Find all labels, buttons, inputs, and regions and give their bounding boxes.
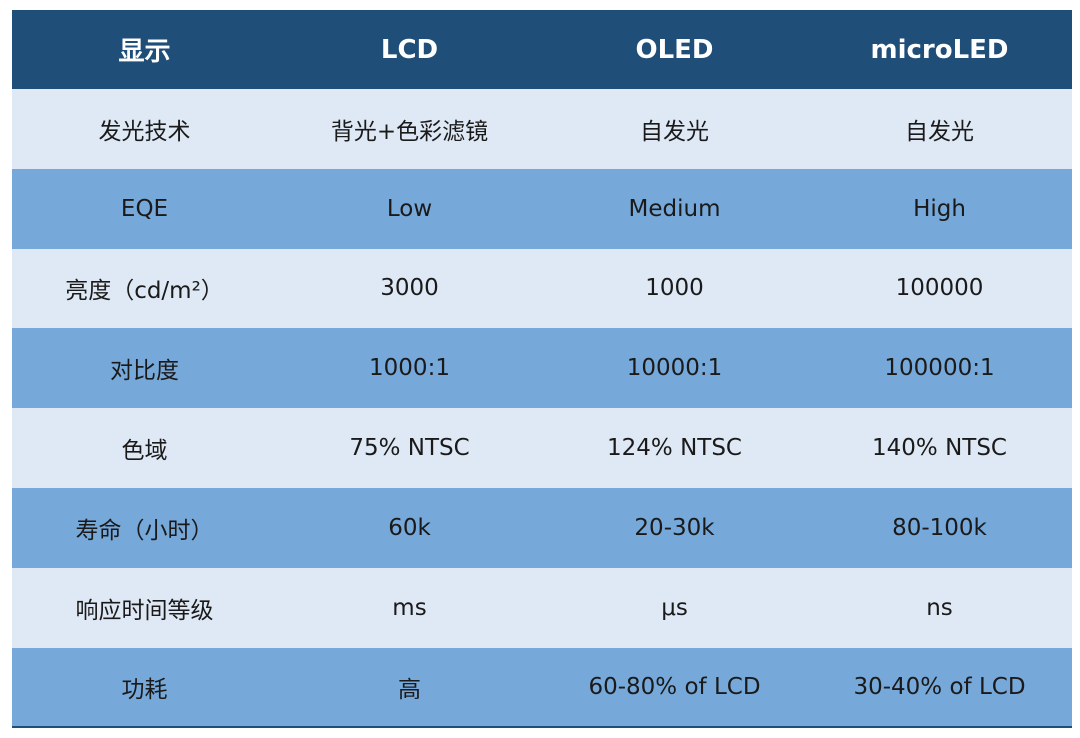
cell-oled: 自发光 (640, 118, 709, 145)
cell-microled: 140% NTSC (872, 435, 1007, 462)
cell-microled: 80-100k (892, 514, 987, 541)
cell-microled: 100000:1 (884, 355, 995, 382)
table-row: 亮度（cd/m²） 3000 1000 100000 (12, 248, 1072, 329)
table-row: 响应时间等级 ms μs ns (12, 567, 1072, 648)
cell-oled: 60-80% of LCD (588, 673, 761, 700)
comparison-table-container: 显示 LCD OLED microLED 发光技术 背光+色彩滤镜 自发光 自发… (12, 10, 1072, 728)
row-label: 亮度（cd/m²） (65, 278, 224, 305)
row-label: 发光技术 (98, 118, 191, 145)
cell-oled: 20-30k (634, 514, 715, 541)
cell-microled: 自发光 (905, 118, 974, 145)
cell-microled: 30-40% of LCD (853, 673, 1026, 700)
row-label: 色域 (121, 438, 168, 465)
cell-lcd: 75% NTSC (349, 435, 470, 462)
header-row: 显示 LCD OLED microLED (12, 10, 1072, 89)
header-display: 显示 (118, 37, 171, 67)
row-label: 对比度 (110, 358, 179, 385)
table-row: 发光技术 背光+色彩滤镜 自发光 自发光 (12, 89, 1072, 169)
row-label: 功耗 (121, 676, 168, 703)
cell-oled: 10000:1 (626, 355, 723, 382)
table-body: 发光技术 背光+色彩滤镜 自发光 自发光 EQE Low Medium High… (12, 89, 1072, 728)
cell-lcd: Low (386, 195, 433, 222)
cell-oled: Medium (628, 195, 721, 222)
cell-lcd: 背光+色彩滤镜 (330, 118, 489, 145)
row-label: EQE (120, 195, 169, 222)
table-row: EQE Low Medium High (12, 168, 1072, 249)
cell-lcd: 3000 (380, 275, 439, 302)
header-microled: microLED (870, 34, 1009, 65)
cell-oled: μs (661, 594, 688, 621)
header-lcd: LCD (380, 34, 439, 65)
table-header: 显示 LCD OLED microLED (12, 10, 1072, 89)
header-oled: OLED (635, 34, 714, 65)
row-label: 寿命（小时） (75, 517, 214, 544)
cell-microled: 100000 (895, 275, 984, 302)
table-row: 色域 75% NTSC 124% NTSC 140% NTSC (12, 408, 1072, 488)
table-row: 功耗 高 60-80% of LCD 30-40% of LCD (12, 647, 1072, 728)
cell-lcd: ms (392, 594, 427, 621)
row-label: 响应时间等级 (75, 597, 214, 624)
cell-lcd: 60k (388, 514, 431, 541)
cell-microled: ns (926, 594, 953, 621)
cell-oled: 124% NTSC (607, 435, 742, 462)
table-row: 寿命（小时） 60k 20-30k 80-100k (12, 487, 1072, 568)
table-row: 对比度 1000:1 10000:1 100000:1 (12, 328, 1072, 409)
cell-microled: High (913, 195, 966, 222)
cell-lcd: 1000:1 (369, 355, 450, 382)
display-comparison-table: 显示 LCD OLED microLED 发光技术 背光+色彩滤镜 自发光 自发… (12, 10, 1072, 728)
cell-lcd: 高 (398, 676, 421, 703)
cell-oled: 1000 (645, 275, 704, 302)
